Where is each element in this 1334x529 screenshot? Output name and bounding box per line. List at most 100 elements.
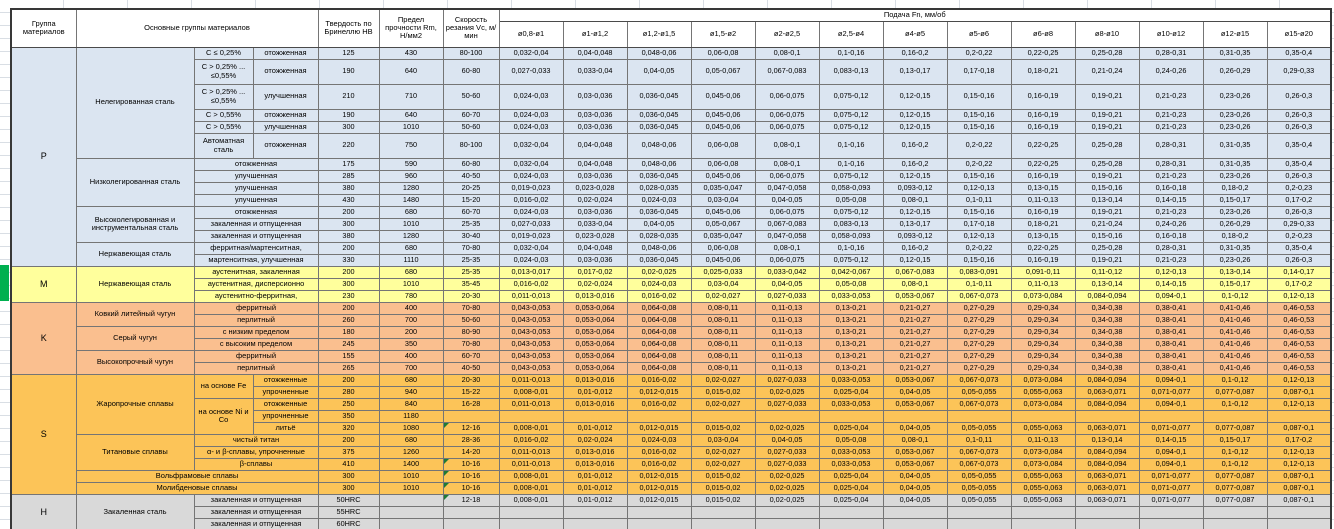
feed-cell[interactable]: 0,053-0,064 xyxy=(562,349,628,363)
feed-cell[interactable]: 0,055-0,063 xyxy=(1010,421,1076,435)
feed-cell[interactable]: 0,094-0,1 xyxy=(1138,373,1204,387)
feed-cell[interactable]: 0,036-0,045 xyxy=(626,253,692,267)
feed-cell[interactable]: 0,11-0,13 xyxy=(1010,277,1076,291)
feed-cell[interactable]: 0,13-0,21 xyxy=(818,349,884,363)
feed-cell[interactable]: 0,01-0,012 xyxy=(562,421,628,435)
feed-cell[interactable]: 0,05-0,055 xyxy=(946,385,1012,399)
feed-cell[interactable]: 0,013-0,016 xyxy=(562,457,628,471)
feed-cell[interactable]: 0,29-0,34 xyxy=(1010,337,1076,351)
header-feed-diameter[interactable]: ø1,5-ø2 xyxy=(690,20,756,48)
feed-cell[interactable]: 0,03-0,036 xyxy=(562,120,628,134)
feed-cell[interactable]: 0,075-0,12 xyxy=(818,253,884,267)
feed-cell[interactable]: 0,073-0,084 xyxy=(1010,373,1076,387)
hardness-cell[interactable]: 265 xyxy=(317,361,380,375)
feed-cell[interactable]: 0,067-0,073 xyxy=(946,373,1012,387)
feed-cell[interactable]: 0,11-0,13 xyxy=(754,301,820,315)
feed-cell[interactable]: 0,25-0,28 xyxy=(1074,241,1140,255)
cutting-speed-cell[interactable]: 28-36 xyxy=(442,433,500,447)
state-cell[interactable]: упрочненные xyxy=(252,409,319,423)
header-feed-diameter[interactable]: ø2,5-ø4 xyxy=(818,20,884,48)
feed-cell[interactable]: 0,21-0,23 xyxy=(1138,253,1204,267)
feed-cell[interactable]: 0,033-0,04 xyxy=(562,58,628,85)
feed-cell[interactable]: 0,13-0,21 xyxy=(818,325,884,339)
strength-cell[interactable]: 780 xyxy=(378,289,444,303)
group-letter-cell[interactable]: S xyxy=(10,373,77,495)
state-cell[interactable]: чистый титан xyxy=(193,433,319,447)
strength-cell[interactable]: 400 xyxy=(378,301,444,315)
strength-cell[interactable]: 1110 xyxy=(378,253,444,267)
subtype-cell[interactable]: на основе Fe xyxy=(193,373,254,399)
feed-cell[interactable]: 0,38-0,41 xyxy=(1138,337,1204,351)
feed-cell[interactable]: 0,05-0,055 xyxy=(946,481,1012,495)
group-letter-cell[interactable]: H xyxy=(10,493,77,529)
strength-cell[interactable]: 700 xyxy=(378,313,444,327)
strength-cell[interactable] xyxy=(378,505,444,519)
feed-cell[interactable]: 0,06-0,075 xyxy=(754,205,820,219)
feed-cell[interactable]: 0,053-0,064 xyxy=(562,361,628,375)
feed-cell[interactable]: 0,27-0,29 xyxy=(946,349,1012,363)
feed-cell[interactable]: 0,02-0,024 xyxy=(562,433,628,447)
hardness-cell[interactable]: 380 xyxy=(317,181,380,195)
hardness-cell[interactable]: 245 xyxy=(317,337,380,351)
feed-cell[interactable]: 0,16-0,19 xyxy=(1010,253,1076,267)
feed-cell[interactable]: 0,21-0,27 xyxy=(882,313,948,327)
strength-cell[interactable]: 200 xyxy=(378,325,444,339)
hardness-cell[interactable]: 375 xyxy=(317,445,380,459)
feed-cell[interactable]: 0,071-0,077 xyxy=(1138,493,1204,507)
state-cell[interactable]: закаленная и отпущенная xyxy=(193,517,319,529)
feed-cell[interactable]: 0,027-0,033 xyxy=(754,457,820,471)
feed-cell[interactable]: 0,21-0,23 xyxy=(1138,83,1204,110)
feed-cell[interactable]: 0,26-0,3 xyxy=(1266,120,1332,134)
feed-cell[interactable]: 0,15-0,16 xyxy=(946,169,1012,183)
state-cell[interactable]: с высоким пределом xyxy=(193,337,319,351)
cutting-speed-cell[interactable]: 70-80 xyxy=(442,301,500,315)
feed-cell[interactable]: 0,094-0,1 xyxy=(1138,289,1204,303)
feed-cell[interactable]: 0,1-0,12 xyxy=(1202,397,1268,411)
feed-cell[interactable]: 0,084-0,094 xyxy=(1074,397,1140,411)
feed-cell[interactable]: 0,28-0,31 xyxy=(1138,132,1204,159)
feed-cell[interactable]: 0,025-0,033 xyxy=(690,265,756,279)
feed-cell[interactable]: 0,1-0,12 xyxy=(1202,373,1268,387)
feed-cell[interactable]: 0,31-0,35 xyxy=(1202,46,1268,60)
state-cell[interactable]: закаленная и отпущенная xyxy=(193,493,319,507)
feed-cell[interactable]: 0,03-0,036 xyxy=(562,253,628,267)
header-hardness[interactable]: Твердость по Бринеллю НВ xyxy=(317,8,380,48)
feed-cell[interactable] xyxy=(690,517,756,529)
feed-cell[interactable]: 0,073-0,084 xyxy=(1010,397,1076,411)
feed-cell[interactable]: 0,35-0,4 xyxy=(1266,46,1332,60)
feed-cell[interactable]: 0,35-0,4 xyxy=(1266,157,1332,171)
feed-cell[interactable]: 0,05-0,055 xyxy=(946,421,1012,435)
feed-cell[interactable]: 0,077-0,087 xyxy=(1202,469,1268,483)
cutting-speed-cell[interactable]: 12-16 xyxy=(442,421,500,435)
feed-cell[interactable]: 0,16-0,19 xyxy=(1010,108,1076,122)
header-feed-diameter[interactable]: ø2-ø2,5 xyxy=(754,20,820,48)
feed-cell[interactable]: 0,016-0,02 xyxy=(626,397,692,411)
feed-cell[interactable] xyxy=(1266,517,1332,529)
feed-cell[interactable]: 0,02-0,027 xyxy=(690,289,756,303)
material-cell[interactable]: Серый чугун xyxy=(75,325,195,351)
hardness-cell[interactable]: 200 xyxy=(317,433,380,447)
hardness-cell[interactable]: 260 xyxy=(317,313,380,327)
feed-cell[interactable]: 0,15-0,16 xyxy=(946,83,1012,110)
material-cell[interactable]: Ковкий литейный чугун xyxy=(75,301,195,327)
feed-cell[interactable]: 0,13-0,17 xyxy=(882,58,948,85)
feed-cell[interactable]: 0,032-0,04 xyxy=(498,132,564,159)
feed-cell[interactable]: 0,12-0,13 xyxy=(1266,397,1332,411)
header-feed-diameter[interactable]: ø4-ø5 xyxy=(882,20,948,48)
feed-cell[interactable]: 0,12-0,15 xyxy=(882,120,948,134)
feed-cell[interactable]: 0,04-0,05 xyxy=(882,385,948,399)
strength-cell[interactable]: 1480 xyxy=(378,193,444,207)
feed-cell[interactable]: 0,1-0,16 xyxy=(818,132,884,159)
feed-cell[interactable]: 0,028-0,035 xyxy=(626,229,692,243)
feed-cell[interactable]: 0,048-0,06 xyxy=(626,241,692,255)
feed-cell[interactable]: 0,02-0,025 xyxy=(754,421,820,435)
feed-cell[interactable]: 0,17-0,2 xyxy=(1266,433,1332,447)
feed-cell[interactable]: 0,067-0,073 xyxy=(946,397,1012,411)
feed-cell[interactable]: 0,094-0,1 xyxy=(1138,397,1204,411)
feed-cell[interactable]: 0,1-0,11 xyxy=(946,277,1012,291)
strength-cell[interactable]: 350 xyxy=(378,337,444,351)
strength-cell[interactable]: 1280 xyxy=(378,181,444,195)
cutting-speed-cell[interactable]: 50-60 xyxy=(442,313,500,327)
feed-cell[interactable]: 0,015-0,02 xyxy=(690,493,756,507)
feed-cell[interactable]: 0,17-0,18 xyxy=(946,217,1012,231)
